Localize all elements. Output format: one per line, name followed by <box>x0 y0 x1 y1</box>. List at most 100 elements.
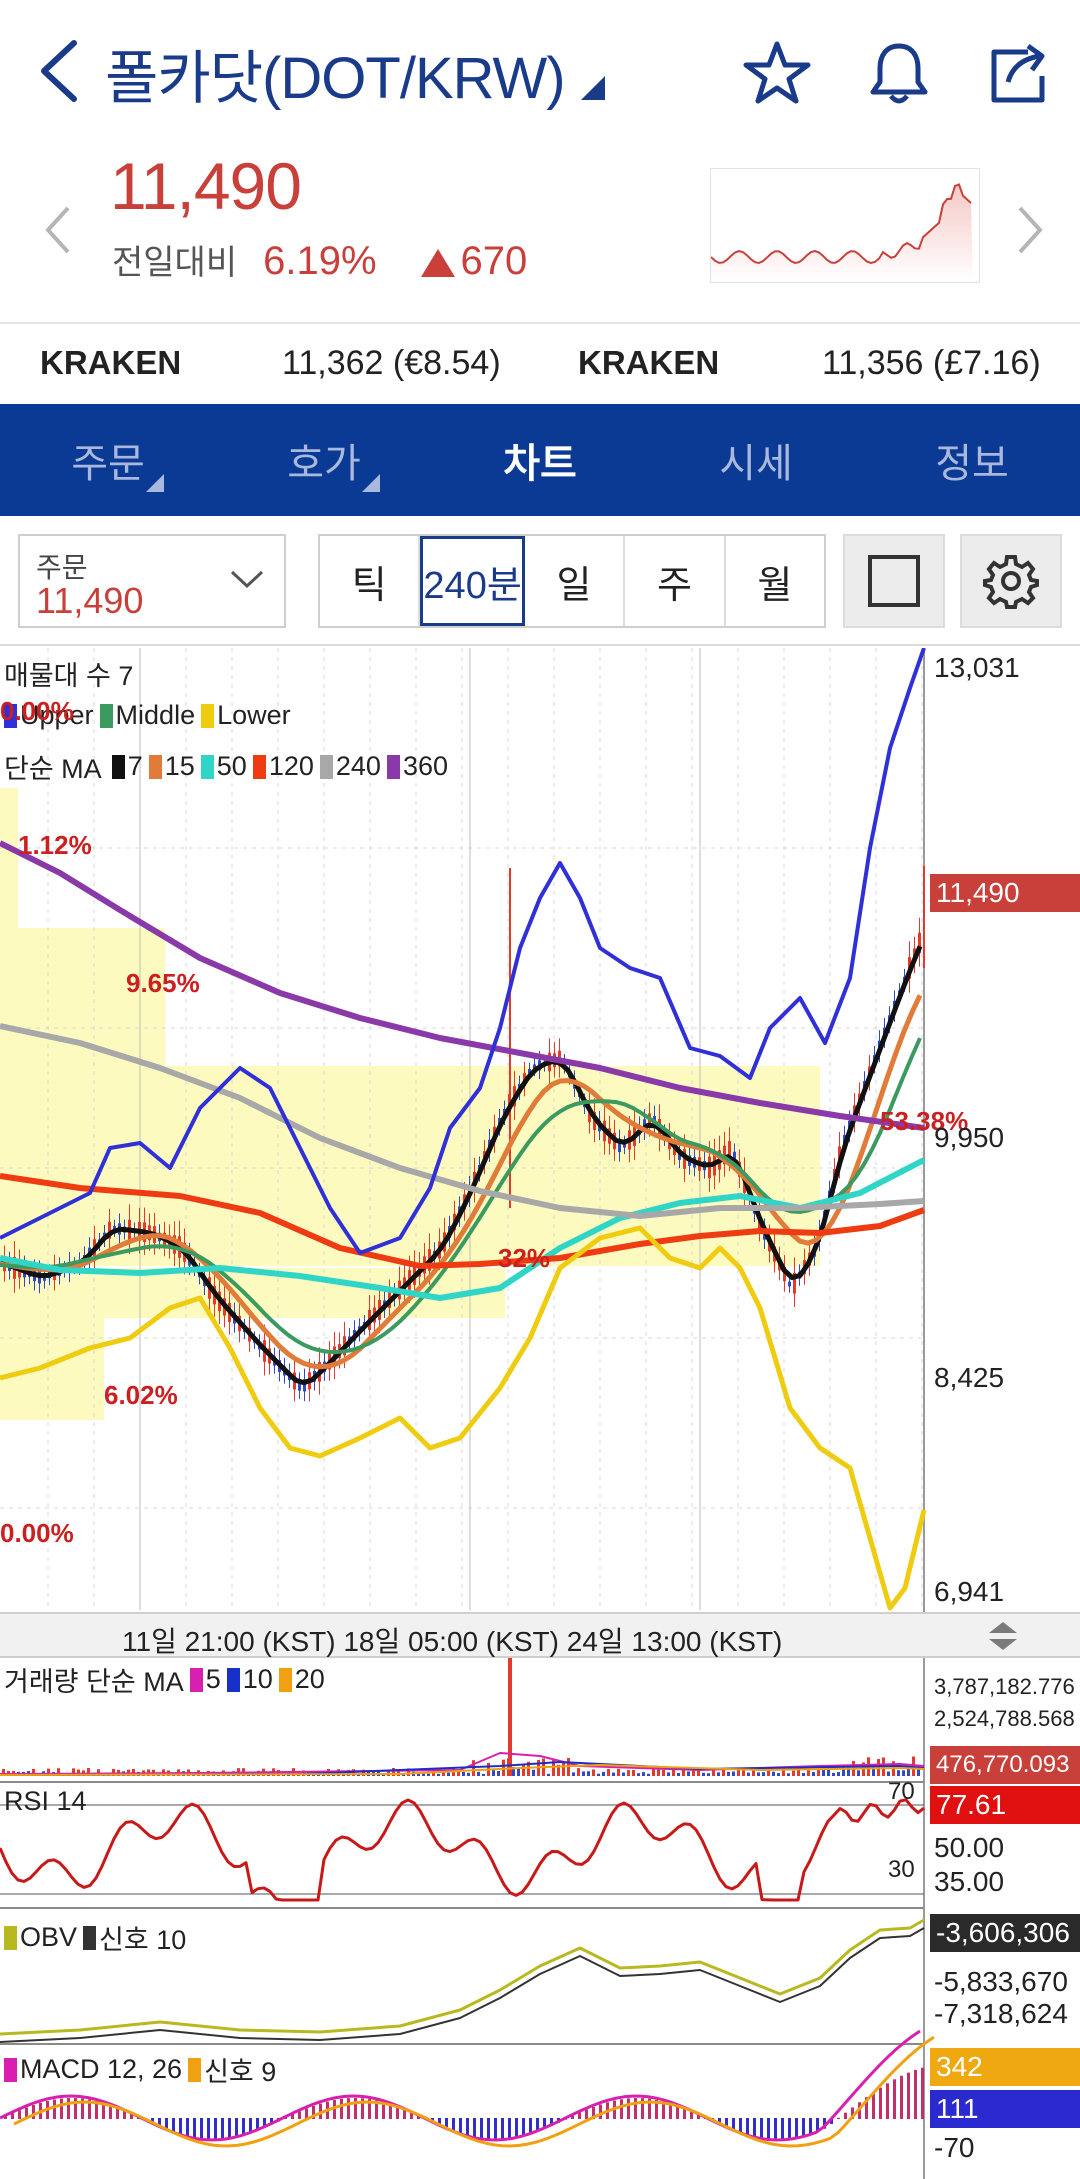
legend-swatch <box>99 703 113 728</box>
volume-bar <box>842 1765 845 1776</box>
macd-bar <box>95 2100 98 2119</box>
volume-profile-bar <box>0 928 165 1078</box>
volume-bar <box>57 1768 60 1776</box>
volume-bar <box>847 1765 850 1776</box>
volume-bar <box>497 1770 500 1776</box>
next-coin-button[interactable] <box>1010 200 1050 260</box>
macd-bar <box>592 2106 595 2119</box>
sparkline-chart <box>710 183 973 282</box>
volume-bar <box>667 1772 670 1776</box>
macd-bar <box>249 2118 252 2133</box>
volume-bar <box>902 1770 905 1776</box>
macd-bar <box>746 2118 749 2135</box>
ma360-line <box>0 840 925 1131</box>
volume-bar <box>687 1771 690 1776</box>
candle <box>733 1151 736 1161</box>
tab-order[interactable]: 주문 <box>0 404 216 516</box>
favorite-button[interactable] <box>742 38 812 108</box>
macd-bar <box>312 2105 315 2119</box>
prev-coin-button[interactable] <box>38 200 78 260</box>
chart-canvas[interactable] <box>0 648 1080 2179</box>
chart-area[interactable]: 매물대 수 7 Upper Middle Lower 단순 MA 7 15 50… <box>0 648 1080 2179</box>
change-row: 전일대비 6.19% 670 <box>112 235 527 284</box>
tab-label: 정보 <box>935 442 1009 486</box>
order-dropdown[interactable]: 주문 11,490 <box>18 534 286 628</box>
candle <box>113 1226 116 1231</box>
volume-bar <box>607 1769 610 1776</box>
volume-bar <box>832 1772 835 1776</box>
volume-bar <box>407 1768 410 1776</box>
back-chevron-icon <box>41 40 77 102</box>
macd-bar <box>795 2118 798 2138</box>
volume-bar <box>612 1772 615 1776</box>
volume-bar <box>682 1768 685 1776</box>
exchange-name: KRAKEN <box>578 344 720 381</box>
legend-label: 240 <box>335 751 381 781</box>
submenu-corner-icon <box>146 474 164 492</box>
resize-arrows-icon[interactable] <box>986 1620 1020 1652</box>
volume-bar <box>812 1772 815 1776</box>
square-icon <box>868 555 920 607</box>
macd-bar <box>193 2118 196 2138</box>
title-wrap[interactable]: 폴카닷(DOT/KRW) <box>105 38 607 111</box>
mini-sparkline[interactable] <box>710 168 980 283</box>
macd-bar <box>60 2098 63 2119</box>
time-axis[interactable]: 11일 21:00 (KST) 18일 05:00 (KST) 24일 13:0… <box>0 1612 1080 1658</box>
volume-tag: 476,770.093 <box>930 1746 1080 1784</box>
tab-orderbook[interactable]: 호가 <box>216 404 432 516</box>
macd-bar <box>886 2083 889 2119</box>
share-button[interactable] <box>984 38 1054 108</box>
period-week[interactable]: 주 <box>625 536 726 626</box>
macd-bar <box>802 2118 805 2137</box>
period-selector: 틱 240분 일 주 월 <box>318 534 826 628</box>
volume-bar <box>652 1769 655 1776</box>
legend-label: 신호 10 <box>99 1925 187 1955</box>
price-axis-label: 6,941 <box>934 1576 1005 1607</box>
tab-info[interactable]: 정보 <box>864 404 1080 516</box>
macd-bar <box>214 2118 217 2139</box>
tab-chart[interactable]: 차트 <box>432 404 648 516</box>
macd-bar <box>403 2108 406 2119</box>
volume-bar <box>767 1768 770 1776</box>
macd-bar <box>333 2100 336 2119</box>
period-tick[interactable]: 틱 <box>320 536 421 626</box>
legend-title: 거래량 단순 MA <box>4 1667 184 1697</box>
alert-button[interactable] <box>864 38 934 108</box>
tab-market[interactable]: 시세 <box>648 404 864 516</box>
macd-axis-label: -70 <box>934 2132 975 2163</box>
period-day[interactable]: 일 <box>525 536 626 626</box>
fib-label: 32% <box>498 1243 551 1273</box>
bb-middle-line <box>0 1037 922 1355</box>
macd-bar <box>921 2067 924 2119</box>
settings-button[interactable] <box>960 534 1062 628</box>
fullscreen-button[interactable] <box>843 534 945 628</box>
macd-bar <box>74 2098 77 2119</box>
volume-bar <box>757 1772 760 1776</box>
app-header: 폴카닷(DOT/KRW) <box>0 0 1080 150</box>
exchange-value: 11,362 (€8.54) <box>282 344 501 382</box>
fib-label: 1.12% <box>18 830 92 860</box>
period-month[interactable]: 월 <box>757 564 793 607</box>
macd-bar <box>648 2098 651 2119</box>
chevron-right-icon <box>1018 206 1043 254</box>
legend-label: 5 <box>205 1664 221 1694</box>
volume-bar <box>897 1770 900 1776</box>
macd-bar <box>753 2118 756 2137</box>
legend-label: 신호 9 <box>204 2057 277 2087</box>
back-button[interactable] <box>30 35 90 105</box>
obv-axis-label: -5,833,670 <box>934 1966 1068 1997</box>
volume-bar <box>587 1771 590 1776</box>
legend-label: 7 <box>127 751 143 781</box>
volume-bar <box>787 1773 790 1776</box>
macd-bar <box>200 2118 203 2139</box>
macd-bar <box>655 2099 658 2119</box>
period-240min[interactable]: 240분 <box>420 536 525 626</box>
volume-bar <box>692 1770 695 1776</box>
macd-bar <box>907 2072 910 2119</box>
obv-legend: OBV 신호 10 <box>4 1918 186 1957</box>
macd-bar <box>347 2098 350 2119</box>
volume-bar <box>747 1772 750 1776</box>
volume-bar <box>617 1768 620 1776</box>
macd-bar <box>291 2114 294 2119</box>
fib-label: 0.00% <box>0 696 74 726</box>
